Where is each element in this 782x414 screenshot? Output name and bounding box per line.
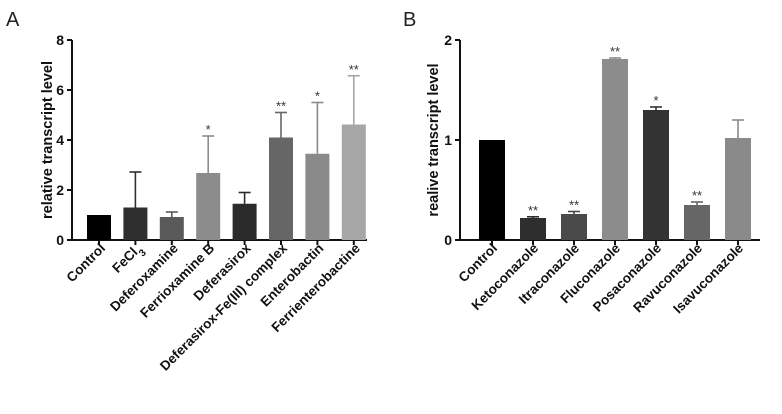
panel-a-y-tick-label: 4	[56, 132, 64, 148]
panel-a-letter: A	[6, 9, 20, 31]
panel-a-bar	[341, 124, 366, 240]
panel-a-bar	[305, 153, 330, 240]
panel-a-significance-label: *	[206, 122, 211, 137]
panel-a-bar	[123, 207, 148, 240]
panel-b-bar	[643, 110, 669, 240]
panel-b-significance-label: **	[610, 44, 620, 59]
panel-b-bar	[520, 218, 546, 240]
panel-a-y-tick-label: 6	[56, 82, 64, 98]
panel-b-significance-label: **	[528, 203, 538, 218]
panel-b-significance-label: **	[569, 198, 579, 213]
panel-a-category-subscript: 3	[137, 247, 149, 259]
panel-a-bar	[87, 215, 111, 240]
panel-b-y-axis-label: realive transcript level	[426, 63, 442, 216]
panel-b-significance-label: **	[692, 188, 702, 203]
panel-a-significance-label: **	[276, 99, 286, 114]
panel-b-bar	[684, 205, 710, 240]
panel-b-letter: B	[403, 9, 416, 31]
panel-b-bar	[479, 140, 505, 240]
panel-b-bar	[725, 138, 751, 240]
panel-a-significance-label: *	[315, 89, 320, 104]
panel-b-y-tick-label: 0	[444, 232, 452, 248]
panel-a-y-tick-label: 0	[56, 232, 64, 248]
panel-a-y-tick-label: 2	[56, 182, 64, 198]
panel-a-y-axis-label: relative transcript level	[40, 61, 56, 219]
panel-b-chart: B realive transcript level 012Control**K…	[403, 9, 760, 316]
panel-a-bar	[232, 203, 257, 240]
panel-a-bar	[159, 217, 184, 240]
panel-b-y-tick-label: 2	[444, 32, 452, 48]
panel-b-y-tick-label: 1	[444, 132, 452, 148]
panel-b-bar	[561, 214, 587, 240]
panel-a-significance-label: **	[349, 62, 359, 77]
panel-a-chart: A relative transcript level 0 2 4 6 8 Control…	[6, 9, 367, 374]
panel-a-category-label: Control	[64, 241, 109, 286]
panel-a-y-tick-label: 8	[56, 32, 64, 48]
panel-a-bar	[196, 173, 221, 240]
panel-b-significance-label: *	[653, 93, 658, 108]
panel-b-category-label: Isavuconazole	[670, 240, 746, 316]
panel-b-bar	[602, 59, 628, 240]
panel-a-bar	[269, 137, 293, 240]
